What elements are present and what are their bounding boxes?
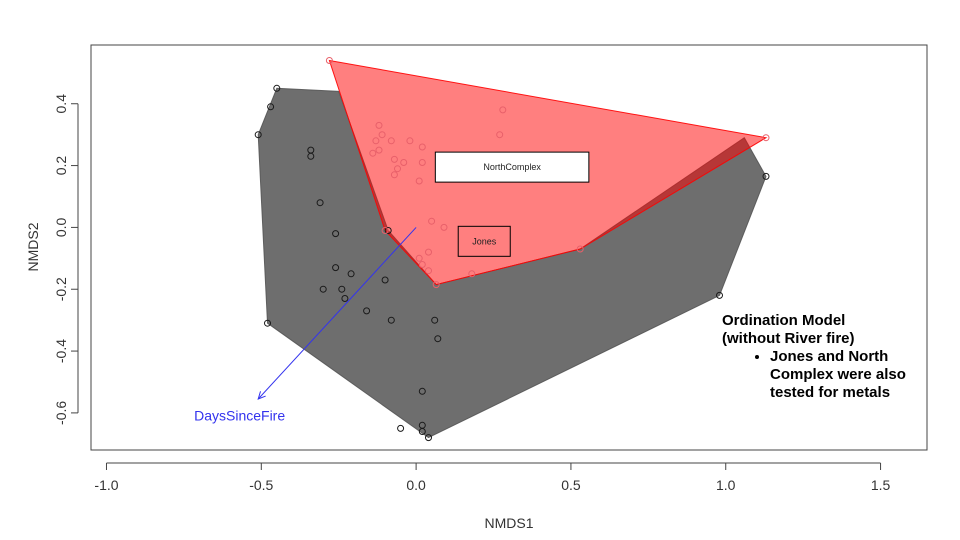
- x-tick-label: 0.5: [561, 477, 581, 493]
- group-label-box: [434, 151, 590, 183]
- point-jones: [267, 103, 275, 111]
- point-northcomplex: [425, 248, 432, 256]
- point-northcomplex: [440, 223, 448, 231]
- point-jones: [254, 131, 262, 139]
- point-northcomplex: [418, 143, 426, 151]
- point-jones: [347, 270, 355, 278]
- point-jones: [425, 434, 432, 442]
- x-tick-label: -0.5: [249, 477, 273, 493]
- annotation-bullet-list: Jones and North Complex were also tested…: [722, 348, 952, 402]
- point-jones: [319, 285, 327, 293]
- point-northcomplex: [390, 155, 398, 163]
- x-axis-label: NMDS1: [484, 515, 533, 531]
- point-northcomplex: [375, 121, 383, 129]
- point-jones: [434, 335, 442, 343]
- point-northcomplex: [372, 137, 380, 145]
- point-jones: [431, 316, 439, 324]
- env-vectors: DaysSinceFire: [194, 227, 417, 424]
- point-northcomplex: [387, 137, 395, 145]
- x-tick-label: 1.5: [871, 477, 891, 493]
- group-label-text: Jones: [472, 236, 497, 246]
- y-axis: -0.6 -0.4 -0.2 0.0 0.2 0.4: [53, 94, 79, 425]
- point-jones: [397, 424, 405, 432]
- point-northcomplex: [576, 245, 584, 253]
- point-northcomplex: [468, 270, 476, 278]
- point-jones: [332, 230, 340, 238]
- plot-frame: [90, 44, 928, 451]
- point-northcomplex: [415, 254, 423, 262]
- point-northcomplex: [428, 217, 436, 225]
- point-jones: [363, 307, 371, 315]
- point-jones: [307, 152, 315, 160]
- y-axis-label: NMDS2: [25, 222, 41, 271]
- annotation-bullet: Jones and North Complex were also tested…: [770, 348, 952, 402]
- vector-arrow-head: [257, 391, 266, 400]
- point-northcomplex: [762, 134, 770, 142]
- point-northcomplex: [375, 146, 383, 154]
- point-jones: [716, 291, 723, 299]
- point-northcomplex: [415, 177, 423, 185]
- point-northcomplex: [425, 267, 432, 275]
- point-jones: [384, 227, 392, 234]
- point-northcomplex: [325, 57, 333, 64]
- point-jones: [418, 428, 426, 435]
- point-jones: [316, 199, 324, 207]
- x-axis: -1.0 -0.5 0.0 0.5 1.0 1.5: [94, 462, 891, 493]
- group-hulls: [257, 59, 768, 439]
- point-jones: [332, 264, 340, 272]
- point-northcomplex: [406, 137, 414, 145]
- group-label-box: [457, 225, 511, 257]
- vector-label: DaysSinceFire: [194, 408, 285, 424]
- point-northcomplex: [390, 171, 398, 179]
- point-jones: [381, 276, 389, 284]
- y-tick-label: -0.6: [53, 401, 69, 425]
- y-tick-label: 0.0: [53, 217, 69, 237]
- point-jones: [273, 84, 281, 92]
- x-tick-label: -1.0: [94, 477, 118, 493]
- point-northcomplex: [499, 106, 507, 114]
- y-tick-label: -0.4: [53, 339, 69, 363]
- x-tick-label: 1.0: [716, 477, 736, 493]
- point-jones: [418, 387, 426, 395]
- point-northcomplex: [496, 131, 504, 139]
- y-tick-label: -0.2: [53, 277, 69, 301]
- annotation-note: Ordination Model (without River fire) Jo…: [722, 312, 952, 402]
- group-label-text: NorthComplex: [483, 162, 541, 172]
- point-jones: [762, 172, 770, 180]
- point-northcomplex: [418, 159, 426, 166]
- point-northcomplex: [381, 227, 389, 234]
- annotation-title-line2: (without River fire): [722, 330, 855, 347]
- annotation-title-line1: Ordination Model: [722, 312, 846, 329]
- point-jones: [264, 319, 271, 327]
- point-northcomplex: [400, 159, 408, 166]
- point-northcomplex: [394, 165, 401, 173]
- point-jones: [338, 285, 346, 293]
- x-tick-label: 0.0: [406, 477, 426, 493]
- sample-points: [254, 57, 770, 442]
- y-tick-label: 0.2: [53, 156, 69, 176]
- point-northcomplex: [418, 261, 426, 268]
- group-labels: Jones NorthComplex: [434, 151, 590, 257]
- point-northcomplex: [432, 281, 440, 289]
- vector-arrow-line: [257, 227, 417, 400]
- point-northcomplex: [369, 149, 377, 157]
- point-jones: [387, 316, 395, 324]
- point-northcomplex: [378, 131, 386, 139]
- point-jones: [341, 295, 349, 302]
- y-tick-label: 0.4: [53, 94, 69, 114]
